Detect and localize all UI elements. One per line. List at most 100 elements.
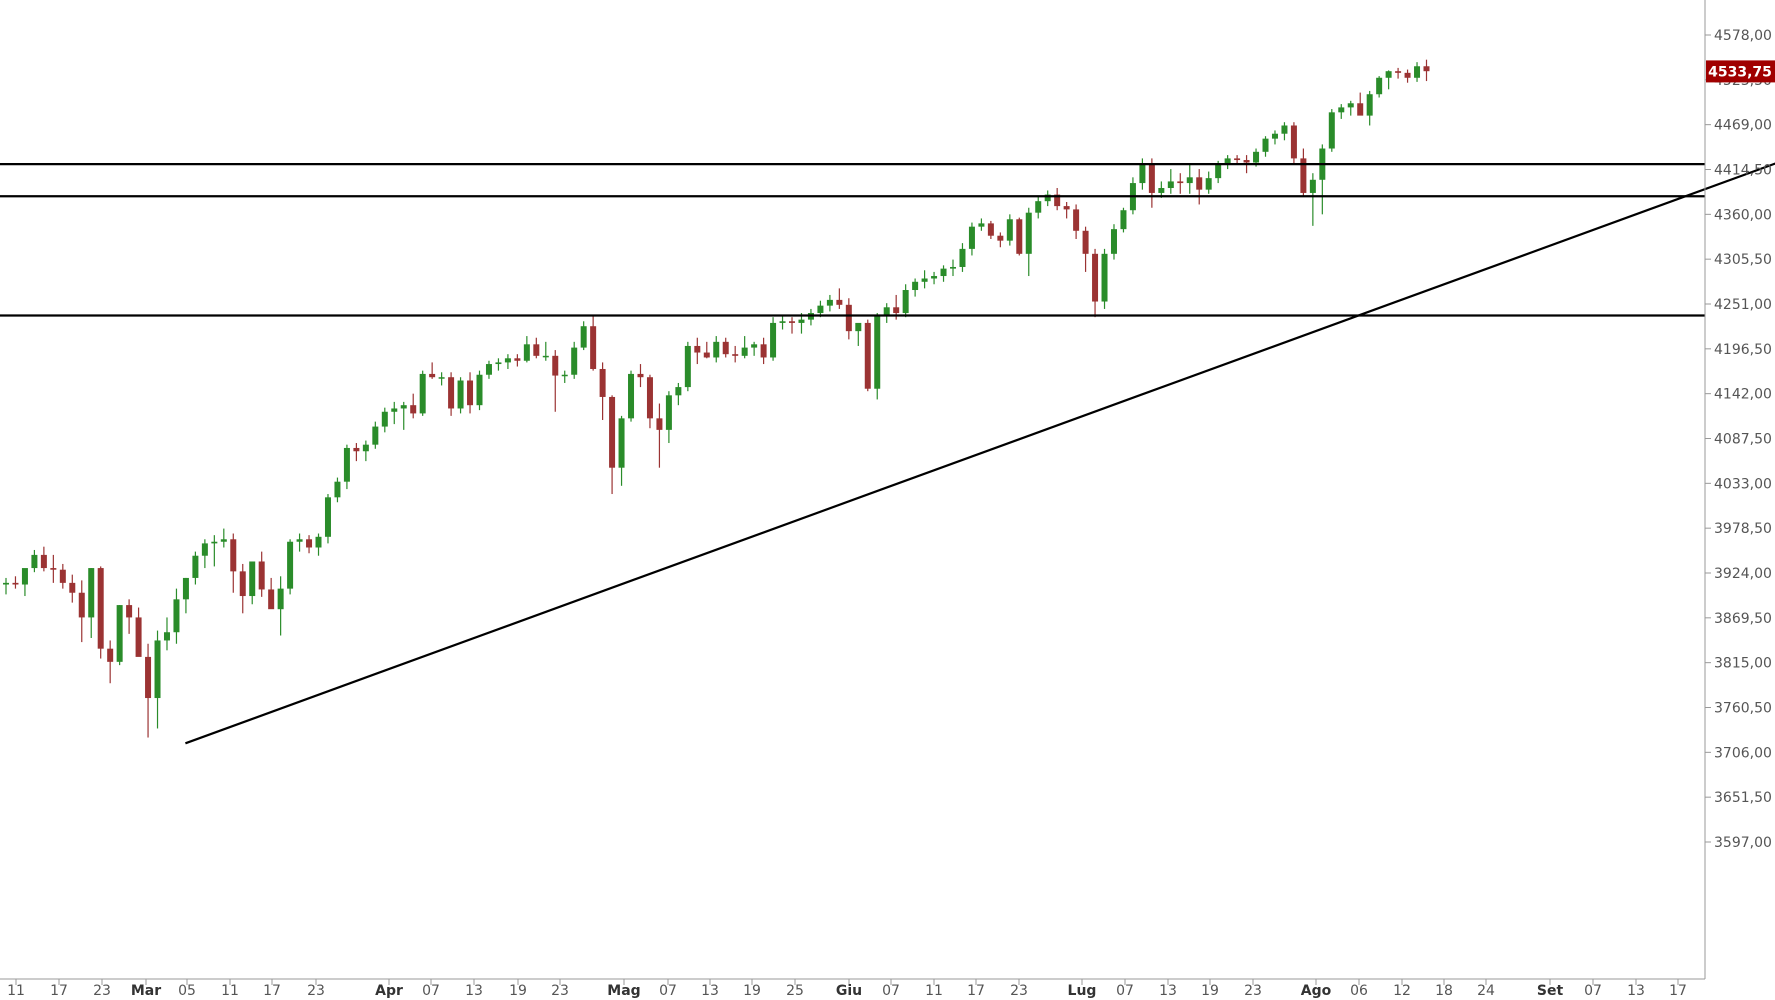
y-tick-label: 3924,00: [1714, 566, 1772, 582]
trendline: [185, 162, 1775, 745]
candle: [343, 444, 350, 490]
x-tick: 23: [1010, 979, 1028, 999]
candle-body: [324, 497, 331, 537]
y-tick: 3760,50: [1705, 701, 1772, 717]
candle-body: [182, 577, 189, 600]
candle-body: [1376, 77, 1383, 95]
candle-body: [249, 561, 256, 597]
candle: [1385, 70, 1392, 90]
candle-body: [1253, 151, 1260, 163]
candle: [353, 443, 360, 462]
y-tick-label: 4087,50: [1714, 432, 1772, 448]
candle: [902, 284, 909, 318]
y-tick: 4469,00: [1705, 118, 1772, 134]
candle: [561, 370, 568, 383]
candle: [296, 533, 303, 552]
x-tick-label: 24: [1477, 983, 1495, 999]
x-tick-label: 07: [1116, 983, 1134, 999]
y-tick-label: 3651,50: [1714, 790, 1772, 806]
x-tick: 23: [307, 979, 325, 999]
candle-body: [448, 377, 455, 409]
x-tick: 17: [50, 979, 68, 999]
candle-body: [968, 226, 975, 249]
support-resistance-lines: [0, 163, 1705, 317]
x-tick: 13: [701, 979, 719, 999]
candle: [145, 643, 152, 738]
x-tick-label: 06: [1350, 983, 1368, 999]
x-tick-label: Ago: [1301, 983, 1332, 999]
x-tick-label: 19: [509, 983, 527, 999]
x-tick: 17: [263, 979, 281, 999]
y-tick: 3924,00: [1705, 566, 1772, 582]
candle: [580, 321, 587, 351]
x-tick: 18: [1435, 979, 1453, 999]
candle: [457, 377, 464, 414]
x-tick: 06: [1350, 979, 1368, 999]
x-tick: 11: [925, 979, 943, 999]
candle-body: [1101, 253, 1108, 302]
candle-body: [580, 326, 587, 348]
candle: [694, 337, 701, 365]
candle-body: [277, 588, 284, 610]
candle: [97, 566, 104, 659]
candle: [722, 337, 729, 358]
candle: [656, 403, 663, 468]
candle: [618, 415, 625, 486]
y-tick: 4360,00: [1705, 207, 1772, 223]
candle: [533, 337, 540, 359]
x-tick: 07: [659, 979, 677, 999]
candle-body: [618, 418, 625, 468]
candle: [1423, 59, 1430, 82]
candle: [1357, 92, 1364, 116]
x-tick: 23: [551, 979, 569, 999]
candle: [552, 350, 559, 412]
candle-body: [1338, 107, 1345, 113]
candle: [912, 278, 919, 297]
candle: [665, 391, 672, 444]
candle: [864, 319, 871, 392]
candle-body: [789, 321, 796, 323]
candle: [931, 271, 938, 285]
candle-body: [959, 248, 966, 267]
candle: [239, 563, 246, 614]
x-tick: Lug: [1068, 979, 1096, 999]
candle-body: [1243, 160, 1250, 163]
candle-body: [675, 387, 682, 396]
candle: [31, 549, 38, 573]
candle-body: [1404, 72, 1411, 78]
candle: [1281, 122, 1288, 141]
y-tick: 3869,50: [1705, 611, 1772, 627]
trendline-layer: [185, 162, 1775, 745]
candle-body: [779, 321, 786, 323]
candle: [628, 370, 635, 422]
candle: [381, 407, 388, 433]
candle: [1025, 207, 1032, 277]
x-tick: 25: [786, 979, 804, 999]
y-tick: 3706,00: [1705, 745, 1772, 761]
x-tick: 07: [882, 979, 900, 999]
x-tick-label: 23: [1244, 983, 1262, 999]
candle-body: [116, 605, 123, 662]
x-tick: 24: [1477, 979, 1495, 999]
x-tick-label: 18: [1435, 983, 1453, 999]
y-tick-label: 4305,50: [1714, 252, 1772, 268]
candle-body: [1328, 112, 1335, 149]
candle: [1300, 148, 1307, 197]
candle-body: [97, 568, 104, 649]
y-tick-label: 4142,00: [1714, 387, 1772, 403]
candle: [268, 577, 275, 610]
candle: [845, 298, 852, 340]
candle-body: [817, 305, 824, 314]
x-tick: 17: [1669, 979, 1687, 999]
candle-body: [836, 299, 843, 305]
candle-body: [1025, 212, 1032, 254]
candle: [1328, 109, 1335, 152]
x-tick: 11: [221, 979, 239, 999]
x-tick-label: 13: [465, 983, 483, 999]
candle: [1054, 188, 1061, 211]
candle-body: [485, 364, 492, 375]
candle-body: [628, 373, 635, 419]
candle-body: [1110, 229, 1117, 254]
candle: [1177, 173, 1184, 194]
candle-body: [268, 589, 275, 610]
